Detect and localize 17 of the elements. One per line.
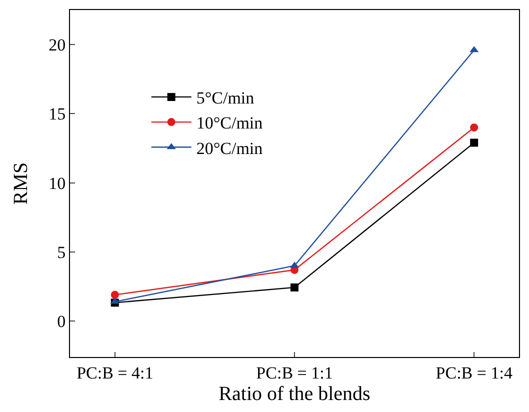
y-tick-label: 10 (48, 174, 66, 193)
x-tick-label: PC:B = 1:1 (256, 363, 333, 382)
legend-label: 20°C/min (196, 138, 264, 158)
y-axis-title: RMS (10, 162, 32, 205)
y-tick-label: 0 (57, 312, 66, 332)
y-tick-label: 15 (48, 104, 66, 124)
point (110, 290, 119, 299)
point (470, 124, 478, 132)
y-tick-label: 5 (57, 242, 66, 262)
legend-label: 10°C/min (196, 114, 264, 133)
point (290, 283, 298, 292)
y-tick-label: 20 (48, 36, 66, 55)
x-axis-title: Ratio of the blends (218, 382, 371, 405)
x-tick-label: PC:B = 4:1 (76, 363, 154, 382)
point (470, 138, 478, 147)
x-tick-label: PC:B = 1:4 (436, 363, 513, 382)
legend-label: 5°C/min (196, 88, 255, 108)
